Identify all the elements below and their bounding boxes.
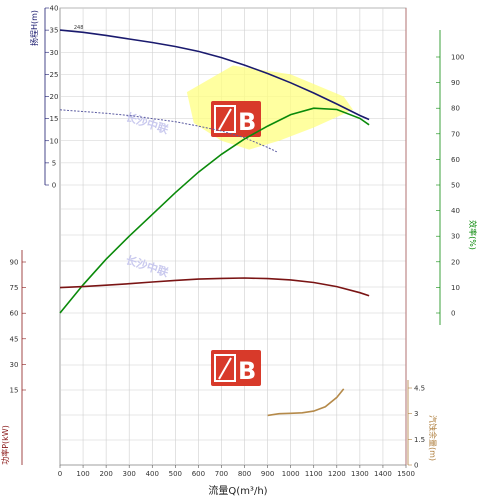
npsh-tick-label: 0	[414, 462, 418, 470]
npsh-tick-label: 4.5	[414, 385, 425, 393]
logo-top-letter: B	[238, 108, 256, 136]
head-tick-label: 5	[52, 159, 56, 167]
efficiency-tick-label: 40	[451, 207, 460, 215]
x-tick-label: 100	[76, 470, 89, 478]
logo-bottom-letter: B	[238, 357, 256, 385]
head-tick-label: 40	[50, 5, 59, 13]
x-tick-label: 0	[58, 470, 62, 478]
series-npsh-line	[267, 388, 345, 417]
power-tick-label: 45	[10, 335, 19, 343]
power-tick-label: 90	[10, 259, 19, 267]
x-tick-label: 1100	[305, 470, 323, 478]
power-tick-label: 15	[10, 387, 19, 395]
x-tick-label: 500	[169, 470, 182, 478]
series-efficiency-line	[59, 107, 370, 314]
logo-bottom-mark	[214, 354, 236, 382]
head-tick-label: 0	[52, 182, 56, 190]
x-tick-label: 1300	[351, 470, 369, 478]
x-tick-label: 300	[123, 470, 136, 478]
x-axis-label: 流量Q(m³/h)	[208, 484, 267, 497]
efficiency-axis-label: 效率(%)	[468, 220, 478, 250]
efficiency-tick-label: 70	[451, 130, 460, 138]
efficiency-tick-label: 10	[451, 284, 460, 292]
head-tick-label: 30	[50, 49, 59, 57]
npsh-tick-label: 1.5	[414, 436, 425, 444]
logo-top-mark	[214, 105, 236, 133]
x-tick-label: 400	[146, 470, 159, 478]
series-head_min-line	[59, 109, 278, 153]
series-power-line	[59, 277, 370, 297]
x-tick-label: 1400	[374, 470, 392, 478]
head-tick-label: 10	[50, 137, 59, 145]
x-tick-label: 1200	[328, 470, 346, 478]
head-axis-label: 扬程H(m)	[29, 10, 39, 46]
series-head-line	[59, 29, 370, 121]
x-tick-label: 800	[238, 470, 251, 478]
logo-bottom-mark-slash	[218, 357, 232, 380]
efficiency-tick-label: 0	[451, 310, 455, 318]
head-tick-label: 20	[50, 93, 59, 101]
efficiency-tick-label: 100	[451, 54, 464, 62]
power-tick-label: 75	[10, 284, 19, 292]
head-tick-label: 15	[50, 115, 59, 123]
x-tick-label: 700	[215, 470, 228, 478]
efficiency-tick-label: 50	[451, 182, 460, 190]
npsh-tick-label: 3	[414, 410, 418, 418]
head-tick-label: 35	[50, 27, 59, 35]
power-tick-label: 30	[10, 361, 19, 369]
npsh-axis-label: 汽蚀余量(m)	[428, 415, 438, 461]
x-tick-label: 900	[261, 470, 274, 478]
power-axis-label: 功率P(kW)	[0, 425, 10, 465]
logo-top-mark-slash	[218, 108, 232, 131]
efficiency-tick-label: 60	[451, 156, 460, 164]
x-tick-label: 1000	[282, 470, 300, 478]
efficiency-tick-label: 80	[451, 105, 460, 113]
efficiency-tick-label: 90	[451, 79, 460, 87]
head-tick-label: 25	[50, 71, 59, 79]
power-tick-label: 60	[10, 310, 19, 318]
efficiency-tick-label: 30	[451, 233, 460, 241]
x-tick-label: 1500	[397, 470, 415, 478]
x-tick-label: 200	[99, 470, 112, 478]
diameter-label: 248	[74, 25, 84, 31]
efficiency-tick-label: 20	[451, 258, 460, 266]
x-tick-label: 600	[192, 470, 205, 478]
